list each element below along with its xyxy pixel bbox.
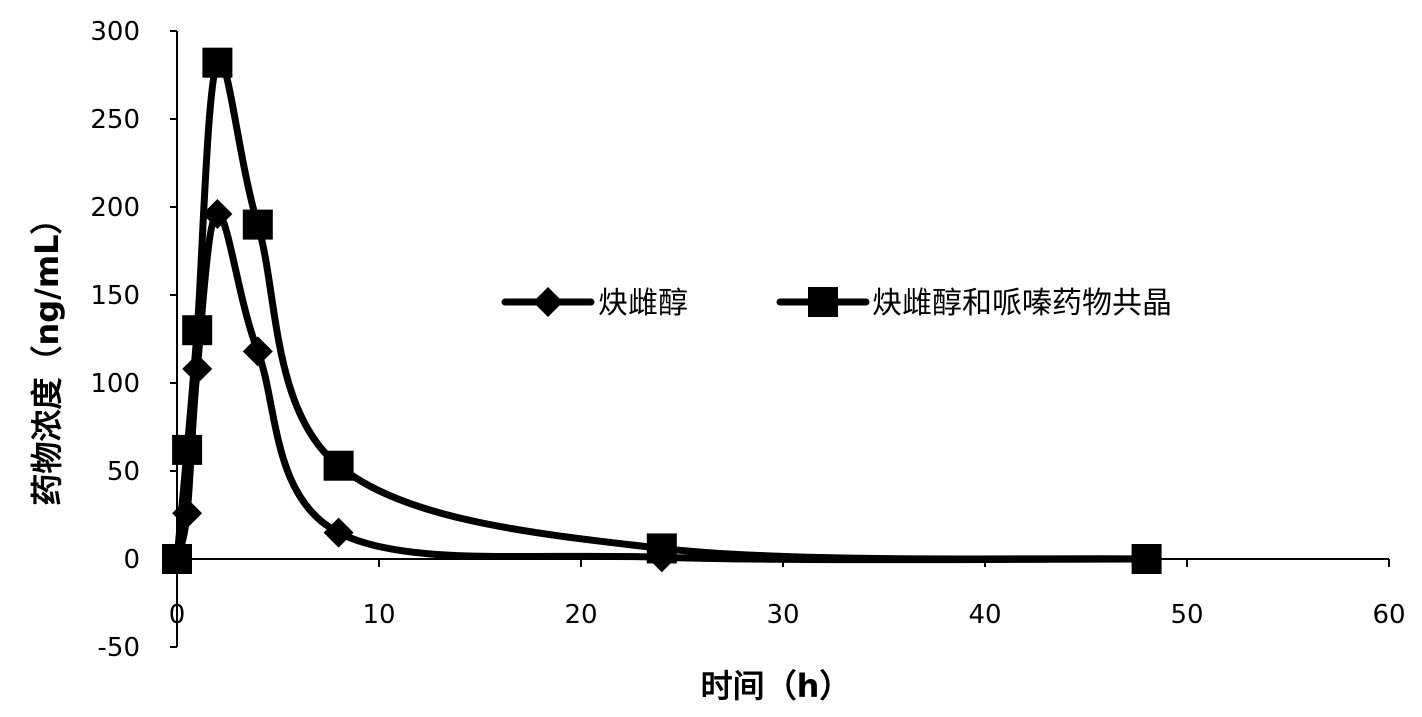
y-tick-label: 150 <box>90 281 140 311</box>
x-tick-label: 40 <box>968 600 1001 630</box>
legend-entry-2: 炔雌醇和哌嗪药物共晶 <box>780 286 1172 321</box>
square-point <box>647 533 677 563</box>
x-tick-label: 10 <box>362 600 395 630</box>
x-tick-label: 60 <box>1372 600 1405 630</box>
axes: 0 10 20 30 40 50 60 -50 0 50 100 150 200 250 300 <box>90 17 1405 663</box>
x-tick-label: 0 <box>169 600 186 630</box>
x-tick-label: 50 <box>1170 600 1203 630</box>
y-tick-label: 200 <box>90 193 140 223</box>
legend-diamond-icon <box>533 287 563 317</box>
diamond-point <box>243 336 273 366</box>
square-point <box>162 544 192 574</box>
legend: 炔雌醇 炔雌醇和哌嗪药物共晶 <box>505 286 1172 321</box>
y-tick-label: 250 <box>90 105 140 135</box>
legend-label: 炔雌醇和哌嗪药物共晶 <box>872 286 1172 321</box>
series-line <box>177 214 1147 560</box>
y-tick-label: 0 <box>123 545 140 575</box>
y-tick-label: 300 <box>90 17 140 47</box>
x-tick-label: 20 <box>564 600 597 630</box>
legend-label: 炔雌醇 <box>598 286 688 321</box>
x-tick-label: 30 <box>766 600 799 630</box>
y-axis-title: 药物浓度（ng/mL） <box>28 202 66 505</box>
y-tick-label: 100 <box>90 369 140 399</box>
square-point <box>172 435 202 465</box>
square-point <box>243 210 273 240</box>
legend-entry-1: 炔雌醇 <box>505 286 688 321</box>
x-axis-title: 时间（h） <box>701 667 852 705</box>
square-point <box>202 48 232 78</box>
square-point <box>182 315 212 345</box>
square-point <box>324 451 354 481</box>
square-point <box>1132 544 1162 574</box>
legend-square-icon <box>808 287 838 317</box>
y-tick-label: -50 <box>98 633 140 663</box>
y-tick-label: 50 <box>107 457 140 487</box>
series-1 <box>162 199 1162 574</box>
